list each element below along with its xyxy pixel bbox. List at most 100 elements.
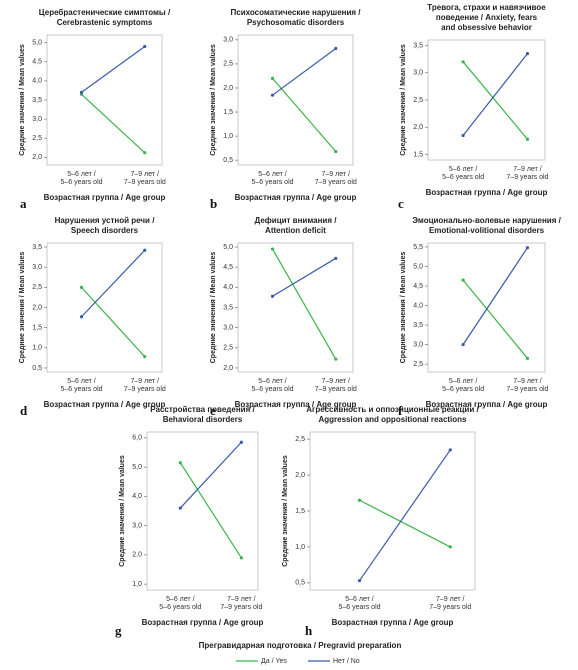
x-tick-label: 7–9 years old [124, 179, 166, 186]
y-tick-label: 2,5 [223, 61, 233, 68]
y-tick-label: 1,5 [223, 109, 233, 116]
y-tick-label: 2,0 [32, 154, 42, 161]
chart-title: Тревога, страхи и навязчивое [427, 3, 546, 12]
legend-label: Нет / No [333, 658, 360, 665]
data-point [357, 579, 362, 583]
y-tick-label: 5,0 [413, 263, 423, 270]
data-point [270, 93, 275, 97]
y-tick-label: 5,5 [413, 244, 423, 251]
y-tick-label: 6,0 [132, 435, 142, 442]
y-tick-label: 3,0 [32, 116, 42, 123]
chart-title: Расстройства поведения / [150, 405, 255, 414]
y-tick-label: 1,0 [132, 581, 142, 588]
x-axis-label: Возрастная группа / Age group [235, 400, 357, 409]
x-axis-label: Возрастная группа / Age group [44, 193, 166, 202]
x-tick-label: 5–6 years old [251, 179, 293, 186]
x-tick-label: 7–9 years old [506, 174, 548, 181]
chart-title: поведение / Anxiety, fears [436, 13, 538, 22]
y-tick-label: 3,0 [223, 325, 233, 332]
chart-title: Cerebrastenic symptoms [57, 18, 153, 27]
series-line [179, 441, 242, 509]
data-point [525, 52, 530, 56]
y-tick-label: 4,5 [32, 59, 42, 66]
series-line [81, 249, 146, 318]
y-tick-label: 2,0 [132, 552, 142, 559]
series-line [359, 449, 451, 582]
chart-title: Aggression and oppositional reactions [318, 415, 467, 424]
x-tick-label: 5–6 лет / [166, 596, 195, 603]
y-axis-label: Средние значения / Mean values [282, 455, 289, 567]
data-point [525, 137, 530, 141]
x-tick-label: 7–9 years old [315, 386, 357, 393]
x-tick-label: 5–6 лет / [449, 166, 478, 173]
y-tick-label: 1,5 [32, 325, 42, 332]
data-point [143, 44, 147, 49]
y-tick-label: 5,0 [132, 464, 142, 471]
y-tick-label: 5,0 [223, 244, 233, 251]
data-point [334, 149, 338, 154]
series-line [179, 462, 242, 559]
y-tick-label: 1,5 [413, 151, 423, 158]
y-tick-label: 3,0 [413, 341, 423, 348]
y-tick-label: 3,5 [413, 42, 423, 49]
y-tick-label: 2,0 [32, 304, 42, 311]
x-tick-label: 5–6 years old [60, 386, 102, 393]
y-tick-label: 3,5 [413, 322, 423, 329]
y-tick-label: 2,5 [413, 361, 423, 368]
data-point [143, 355, 147, 359]
series-line [81, 45, 146, 93]
chart-title: Психосоматические нарушения / [231, 8, 362, 17]
data-point [270, 294, 275, 298]
x-tick-label: 5–6 лет / [258, 378, 287, 385]
series-line [462, 279, 528, 359]
plot-frame [427, 242, 546, 373]
x-tick-label: 5–6 лет / [449, 378, 478, 385]
x-tick-label: 7–9 лет / [513, 166, 542, 173]
y-tick-label: 4,0 [32, 78, 42, 85]
y-tick-label: 4,5 [413, 283, 423, 290]
y-tick-label: 4,5 [223, 264, 233, 271]
data-point [79, 285, 84, 289]
plot-frame [146, 431, 259, 591]
x-axis-label: Возрастная группа / Age group [44, 400, 166, 409]
y-tick-label: 3,0 [413, 70, 423, 77]
plot-frame [427, 39, 546, 161]
y-tick-label: 4,0 [132, 493, 142, 500]
chart-title: Церебрастенические симптомы / [39, 8, 171, 17]
data-point [525, 356, 530, 360]
y-tick-label: 3,0 [32, 264, 42, 271]
series-line [272, 47, 337, 96]
x-tick-label: 5–6 лет / [345, 596, 374, 603]
x-tick-label: 7–9 лет / [513, 378, 542, 385]
y-tick-label: 0,5 [295, 580, 305, 587]
y-tick-label: 2,0 [295, 472, 305, 479]
legend-title: Прегравидарная подготовка / Pregravid pr… [199, 641, 402, 650]
x-tick-label: 7–9 лет / [322, 378, 351, 385]
y-axis-label: Средние значения / Mean values [19, 252, 26, 364]
data-point [461, 60, 465, 64]
y-tick-label: 2,5 [295, 436, 305, 443]
y-tick-label: 2,5 [32, 284, 42, 291]
data-point [525, 246, 530, 250]
y-tick-label: 3,0 [132, 522, 142, 529]
plot-frame [46, 242, 163, 373]
series-line [271, 248, 337, 360]
y-tick-label: 3,5 [223, 304, 233, 311]
series-line [462, 247, 528, 345]
x-tick-label: 5–6 years old [251, 386, 293, 393]
y-tick-label: 2,0 [223, 85, 233, 92]
plot-frame [309, 431, 476, 591]
y-tick-label: 1,0 [295, 544, 305, 551]
x-tick-label: 7–9 years old [220, 604, 262, 611]
y-tick-label: 1,0 [32, 345, 42, 352]
panel-letter: h [305, 623, 313, 638]
chart-title: Агрессивность и оппозиционные реакции / [306, 405, 479, 414]
data-point [334, 46, 338, 51]
y-tick-label: 1,5 [295, 508, 305, 515]
y-tick-label: 0,5 [223, 157, 233, 164]
x-tick-label: 7–9 лет / [131, 171, 160, 178]
x-axis-label: Возрастная группа / Age group [426, 188, 548, 197]
data-point [143, 151, 147, 155]
x-tick-label: 7–9 years old [429, 604, 471, 611]
x-tick-label: 5–6 years old [442, 174, 484, 181]
